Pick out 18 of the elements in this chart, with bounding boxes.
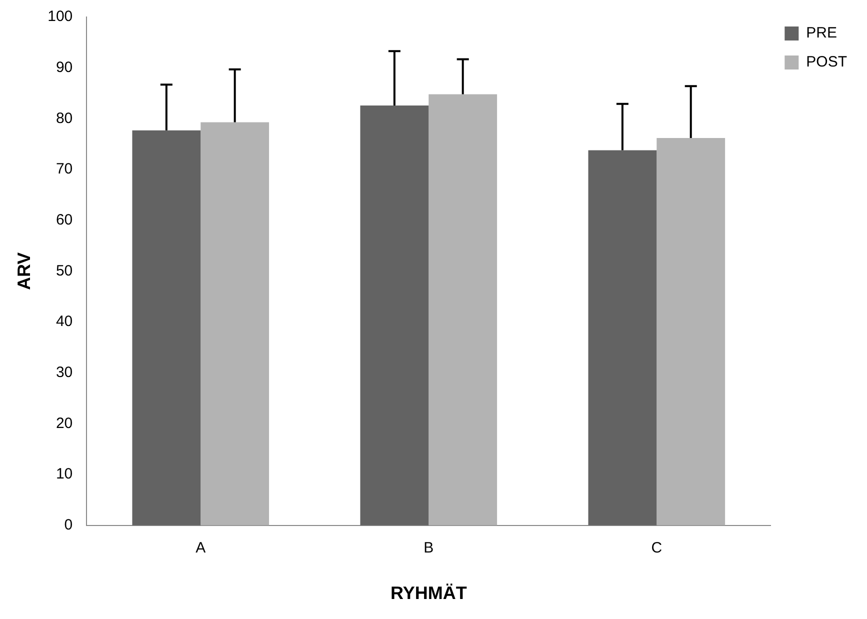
y-tick-label: 0 [64,516,73,534]
y-tick-label: 100 [48,8,73,26]
y-tick-label: 10 [56,466,73,483]
y-tick-label: 20 [56,414,73,432]
x-axis-title: RYHMÄT [390,583,467,604]
y-axis-title: ARV [14,252,34,290]
y-tick-label: 70 [56,160,73,178]
y-tick-label: 90 [56,58,73,76]
y-tick-label: 60 [56,212,73,228]
x-tick-label: B [424,540,434,557]
y-tick-label: 40 [56,313,73,330]
y-tick-label: 50 [56,262,73,280]
y-tick-label: 80 [56,110,73,127]
x-tick-label: A [196,540,206,557]
y-tick-label: 30 [56,364,73,382]
x-tick-label: C [651,540,662,557]
legend-label: POST [806,54,848,71]
legend-label: PRE [806,24,838,42]
